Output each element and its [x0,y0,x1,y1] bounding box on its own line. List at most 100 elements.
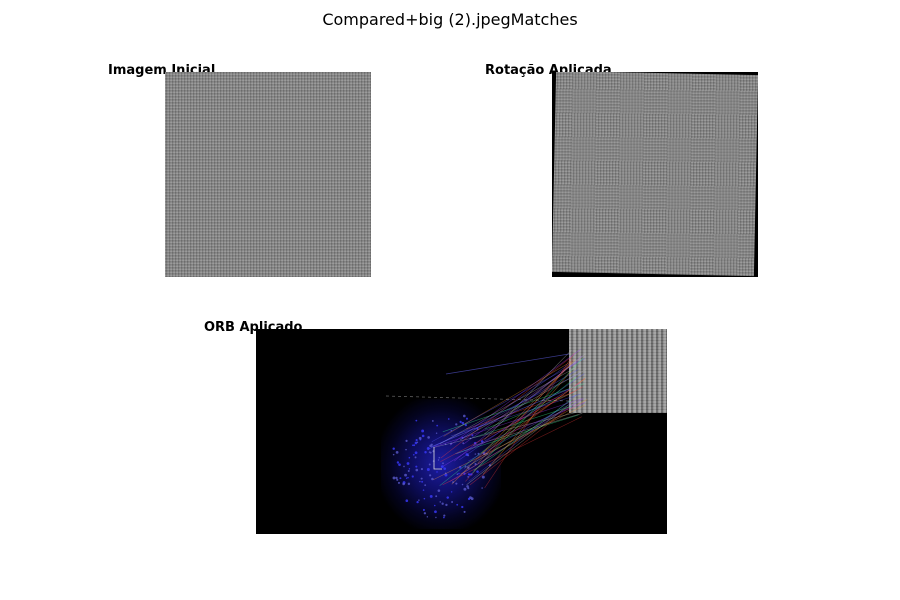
keypoint [407,470,410,473]
keypoint [415,465,418,468]
keypoint [403,465,405,468]
match-line [465,358,574,482]
orb-rotated-thumbnail [569,329,667,413]
keypoint [435,516,437,519]
keypoint [463,487,467,491]
match-line [469,405,572,439]
match-line [469,407,570,486]
keypoint [481,475,485,479]
match-line [443,382,581,467]
match-line [464,403,574,469]
keypoint [461,483,464,486]
keypoint [471,434,474,437]
keypoint [456,473,459,476]
keypoint [392,453,395,456]
keypoint [413,444,416,447]
match-line [385,395,570,402]
match-line [473,413,583,447]
keypoint [445,503,448,507]
keypoint [423,512,427,515]
keypoint [405,439,408,442]
keypoint [431,420,434,422]
keypoint [428,463,431,466]
keypoint [455,423,458,426]
keypoint [436,471,438,473]
keypoint [443,514,446,517]
match-line [451,361,573,485]
keypoint [399,477,402,480]
keypoint [426,446,430,450]
keypoint [421,434,425,438]
keypoint [418,499,420,501]
match-line [481,378,586,454]
keypoint [481,487,483,489]
match-line [433,411,578,448]
keypoint [416,441,419,444]
rotated-image-content [552,72,758,277]
keypoint [415,439,418,442]
marker [433,447,442,470]
keypoint [476,428,479,431]
keypoint [464,423,468,427]
keypoint [485,452,488,455]
keypoint [437,459,440,461]
keypoint [461,505,464,509]
keypoint [455,482,458,485]
keypoint [469,437,472,440]
keypoint [442,462,444,465]
keypoint [437,489,441,492]
keypoint [414,451,418,455]
keypoint [411,475,414,478]
keypoint [435,432,438,434]
keypoint [465,453,469,456]
keypoint [412,444,414,447]
keypoint [452,481,454,483]
keypoint [446,496,449,499]
match-line [440,357,571,459]
keypoint [422,489,425,491]
keypoint [402,482,405,486]
match-line [445,353,570,375]
keypoint [392,447,395,450]
keypoint [396,478,399,481]
match-line [451,393,581,437]
keypoint [429,494,433,498]
match-line [484,353,586,435]
match-line [427,372,581,450]
keypoint [438,456,441,459]
match-line [472,358,584,474]
keypoint [482,452,486,456]
keypoint [467,475,470,478]
keypoint [444,472,447,475]
match-line [468,403,572,462]
match-line [466,392,574,430]
keypoint [474,453,477,455]
match-line [454,355,583,462]
match-line [442,416,582,486]
figure-title: Compared+big (2).jpegMatches [322,10,578,29]
keypoint [476,470,479,473]
keypoint [450,442,453,445]
keypoint [470,473,473,476]
keypoint [488,464,492,467]
keypoint [465,417,469,420]
keypoint [458,466,462,469]
match-line [456,402,586,455]
match-line [463,360,579,445]
match-line [484,393,572,430]
keypoint [422,508,425,512]
keypoint [464,465,467,468]
keypoint [459,420,462,424]
match-line [482,371,572,475]
keypoint [415,419,418,422]
keypoint [447,418,450,420]
match-line [434,398,582,448]
keypoint [440,465,444,468]
keypoint-cluster [381,399,501,529]
keypoint [436,424,439,427]
match-line [439,366,577,445]
keypoint [426,516,429,518]
keypoint [398,463,401,467]
keypoint [467,497,471,501]
match-lines [385,348,588,519]
